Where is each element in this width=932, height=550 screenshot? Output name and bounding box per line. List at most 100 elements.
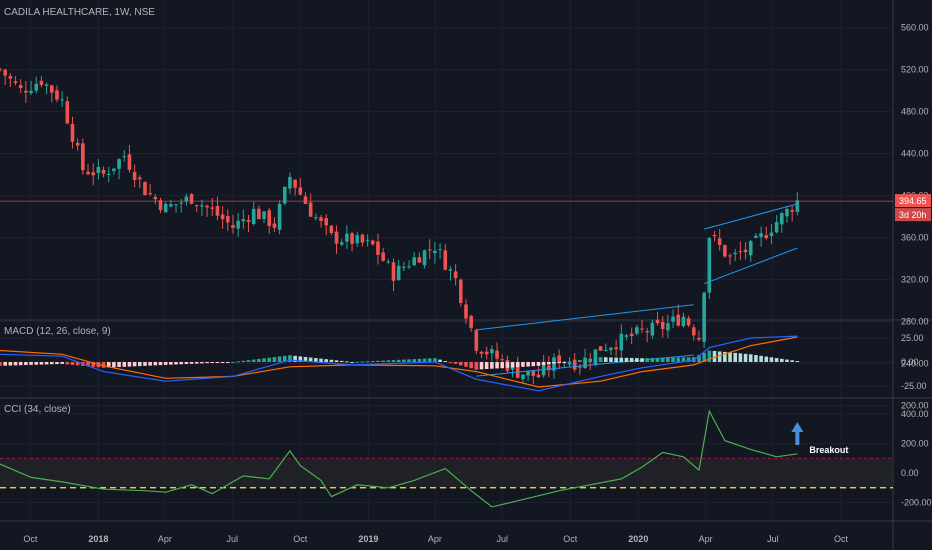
candle-body [360,234,365,243]
candle-body [500,359,505,361]
macd-histogram-bar [474,362,479,370]
macd-histogram-bar [75,362,80,366]
macd-histogram-bar [515,362,520,368]
macd-histogram-bar [510,362,515,368]
candle-body [686,318,691,326]
last-price-tag: 394.65 [899,196,927,206]
candle-body [24,90,28,93]
macd-histogram-bar [728,352,732,362]
macd-histogram-bar [583,359,587,362]
macd-histogram-bar [117,362,121,368]
candle-body [137,177,142,180]
macd-histogram-bar [91,362,95,367]
macd-histogram-bar [251,359,256,362]
candle-body [251,208,256,224]
candle-body [205,205,209,208]
candle-body [738,251,743,253]
macd-histogram-bar [547,362,551,365]
candle-body [645,331,649,333]
macd-histogram-bar [324,359,328,362]
macd-histogram-bar [334,360,339,362]
macd-histogram-bar [262,358,266,362]
candle-body [86,171,90,175]
macd-histogram-bar [288,355,292,362]
macd-histogram-bar [681,357,686,362]
macd-histogram-bar [112,362,116,368]
x-axis-label: Apr [699,534,713,544]
macd-histogram-bar [55,362,59,365]
macd-axis-label: -25.00 [901,381,927,391]
candle-body [96,166,101,173]
candle-body [288,176,292,189]
candle-body [29,90,33,93]
macd-histogram-bar [588,358,593,362]
x-axis-label: Jul [767,534,779,544]
candle-body [785,208,789,217]
macd-histogram-bar [29,362,33,365]
macd-histogram-bar [619,357,624,362]
macd-histogram [0,350,800,370]
x-axis-label: Apr [428,534,442,544]
candle-body [717,238,722,246]
macd-histogram-bar [484,362,489,370]
macd-histogram-bar [526,362,530,367]
candle-body [272,223,277,228]
candle-body [707,237,712,293]
candle-body [619,333,624,351]
macd-histogram-bar [707,350,712,362]
macd-histogram-bar [70,362,75,365]
macd-histogram-bar [200,362,204,364]
macd-histogram-bar [60,362,64,364]
candle-body [671,316,675,322]
macd-histogram-bar [769,357,774,362]
x-axis-label: Oct [563,534,578,544]
candle-body [246,219,251,222]
candle-body [521,374,525,380]
macd-histogram-bar [702,352,706,362]
macd-line [0,335,798,392]
candle-body [676,314,681,326]
macd-histogram-bar [143,362,147,366]
candle-body [324,218,328,226]
macd-histogram-bar [624,357,629,362]
macd-histogram-bar [717,351,722,362]
candle-body [350,233,354,244]
candle-body [438,249,442,251]
candle-body [282,186,287,204]
candle-body [257,208,261,220]
candle-body [650,322,655,336]
macd-histogram-bar [231,362,235,363]
candle-body [91,172,95,176]
macd-histogram-bar [236,361,240,363]
candle-body [339,242,344,245]
macd-histogram-bar [329,359,334,362]
macd-histogram-bar [686,357,691,362]
candle-body [412,257,417,266]
candle-body [712,235,717,237]
candle-body [691,327,696,336]
macd-histogram-bar [650,357,655,362]
macd-histogram-bar [743,353,748,362]
candle-body [458,279,463,303]
candle-body [236,220,240,229]
candle-body [81,143,85,171]
macd-histogram-bar [422,358,427,362]
candle-body [754,235,758,238]
x-axis-label: Oct [293,534,308,544]
macd-histogram-bar [101,362,106,368]
macd-histogram-bar [490,362,494,369]
candle-body [748,240,753,256]
macd-histogram-bar [365,361,370,363]
candle-body [614,347,618,350]
macd-histogram-bar [790,360,794,362]
macd-histogram-bar [350,362,354,363]
cci-line [0,409,798,508]
candle-body [427,249,432,251]
candle-body [106,173,111,175]
macd-histogram-bar [578,360,582,362]
candle-body [572,359,577,370]
macd-histogram-bar [655,357,660,362]
macd-histogram-bar [339,360,344,362]
macd-histogram-bar [391,360,396,362]
macd-histogram-bar [572,360,577,362]
